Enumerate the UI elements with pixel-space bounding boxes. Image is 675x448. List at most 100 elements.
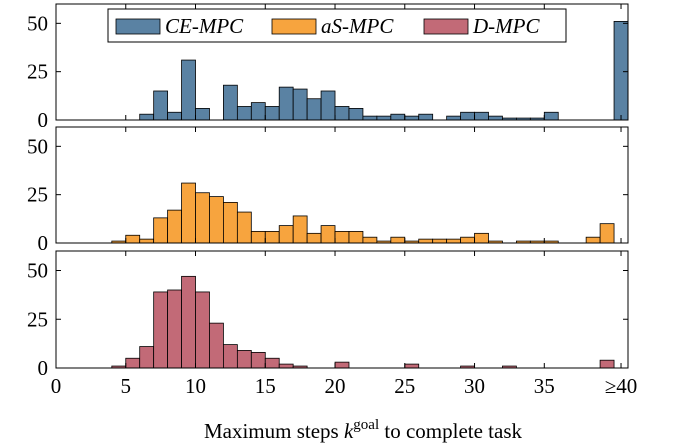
bar-d-mpc-20 (334, 361, 350, 369)
panel-ce-mpc: 0 25 50 (27, 3, 629, 132)
bar-as-mpc-39 (599, 223, 615, 244)
y-tick-label: 0 (38, 231, 49, 255)
x-axis-label-var: k (344, 419, 354, 443)
bar-d-mpc-39 (599, 359, 615, 369)
bar-as-mpc-7 (153, 217, 169, 244)
bar-as-mpc-29 (460, 236, 475, 244)
bar-ce-mpc-17 (292, 88, 308, 121)
bar-as-mpc-19 (320, 225, 336, 244)
bar-ce-mpc-31 (488, 115, 503, 121)
bar-ce-mpc-12 (223, 84, 238, 121)
y-tick-label: 50 (27, 134, 48, 158)
bar-as-mpc-16 (278, 225, 294, 244)
x-tick-label: 15 (255, 374, 276, 398)
bar-as-mpc-30 (474, 232, 489, 244)
bar-d-mpc-6 (139, 346, 155, 369)
bar-ce-mpc-35 (543, 111, 559, 121)
bar-ce-mpc-24 (390, 113, 406, 121)
bar-ce-mpc-30 (474, 111, 489, 121)
x-tick-label: 5 (121, 374, 132, 398)
legend-swatch-as-mpc (271, 18, 317, 35)
y-tick-label: 0 (38, 356, 49, 380)
bar-as-mpc-6 (139, 238, 155, 244)
bar-d-mpc-16 (278, 363, 294, 369)
bar-as-mpc-28 (446, 238, 461, 244)
bar-as-mpc-21 (348, 230, 364, 244)
legend-swatch-d-mpc (423, 18, 469, 35)
bar-as-mpc-17 (292, 215, 308, 244)
x-axis-label-sup: goal (353, 417, 379, 433)
panel-frame (55, 126, 629, 244)
bar-as-mpc-18 (306, 232, 322, 244)
y-tick-label: 25 (27, 307, 48, 331)
x-axis-label: Maximum steps kgoal to complete task (204, 417, 523, 443)
bar-ce-mpc-28 (446, 115, 461, 121)
y-tick-label: 50 (27, 259, 48, 283)
bar-ce-mpc-18 (306, 98, 322, 121)
bar-ce-mpc-40 (613, 20, 629, 121)
bar-as-mpc-12 (223, 201, 238, 244)
legend-box (107, 8, 567, 43)
bar-as-mpc-38 (585, 236, 601, 244)
panel-frame (55, 250, 629, 369)
y-tick-label: 0 (38, 108, 49, 132)
bar-ce-mpc-21 (348, 108, 364, 121)
x-tick-label: 30 (464, 374, 485, 398)
bar-as-mpc-24 (390, 236, 406, 244)
y-tick-label: 25 (27, 183, 48, 207)
bar-as-mpc-8 (167, 209, 182, 244)
bar-ce-mpc-16 (278, 86, 294, 121)
bar-d-mpc-25 (404, 363, 420, 369)
x-tick-label: 20 (325, 374, 346, 398)
bar-d-mpc-9 (181, 275, 196, 369)
y-tick-label: 50 (27, 11, 48, 35)
bar-ce-mpc-10 (195, 108, 210, 121)
y-tick-label: 25 (27, 60, 48, 84)
bar-as-mpc-10 (195, 192, 210, 244)
bar-as-mpc-13 (236, 211, 252, 244)
bar-as-mpc-11 (209, 196, 224, 244)
bar-ce-mpc-22 (362, 115, 378, 121)
x-axis-label-pre: Maximum steps (204, 419, 344, 443)
x-axis-label-post: to complete task (379, 419, 522, 443)
bar-ce-mpc-20 (334, 106, 350, 121)
bar-d-mpc-14 (250, 351, 266, 369)
panel-d-mpc: 0 25 50 (27, 250, 629, 380)
bar-ce-mpc-13 (236, 106, 252, 121)
panel-frame (55, 3, 629, 121)
bar-ce-mpc-9 (181, 59, 196, 121)
bar-ce-mpc-19 (320, 90, 336, 121)
bar-ce-mpc-7 (153, 90, 169, 121)
bar-ce-mpc-14 (250, 102, 266, 121)
bar-as-mpc-14 (250, 230, 266, 244)
bar-d-mpc-13 (236, 350, 252, 369)
bar-d-mpc-11 (209, 322, 224, 369)
bar-as-mpc-20 (334, 230, 350, 244)
bar-as-mpc-26 (418, 238, 434, 244)
x-tick-label: 0 (51, 374, 62, 398)
bar-ce-mpc-6 (139, 113, 155, 121)
x-tick-label: ≥40 (605, 374, 638, 398)
bar-d-mpc-7 (153, 291, 169, 369)
bar-ce-mpc-25 (404, 115, 420, 121)
bar-as-mpc-9 (181, 182, 196, 244)
bar-as-mpc-5 (125, 234, 141, 244)
bar-as-mpc-27 (432, 238, 448, 244)
bar-ce-mpc-23 (376, 115, 392, 121)
legend-swatch-ce-mpc (115, 18, 161, 35)
bar-d-mpc-5 (125, 357, 141, 369)
legend-label-as-mpc: aS-MPC (321, 14, 394, 38)
x-tick-label: 10 (185, 374, 206, 398)
bar-d-mpc-12 (223, 344, 238, 369)
bar-as-mpc-22 (362, 236, 378, 244)
panel-as-mpc: 0 25 50 (27, 126, 629, 255)
bar-d-mpc-8 (167, 289, 182, 369)
legend-label-d-mpc: D-MPC (472, 14, 540, 38)
x-tick-label: 25 (394, 374, 415, 398)
bar-ce-mpc-29 (460, 111, 475, 121)
x-axis-ticks: 0 5 10 15 20 25 30 35 ≥40 (51, 374, 638, 398)
bar-ce-mpc-8 (167, 111, 182, 121)
bar-ce-mpc-15 (264, 106, 280, 121)
